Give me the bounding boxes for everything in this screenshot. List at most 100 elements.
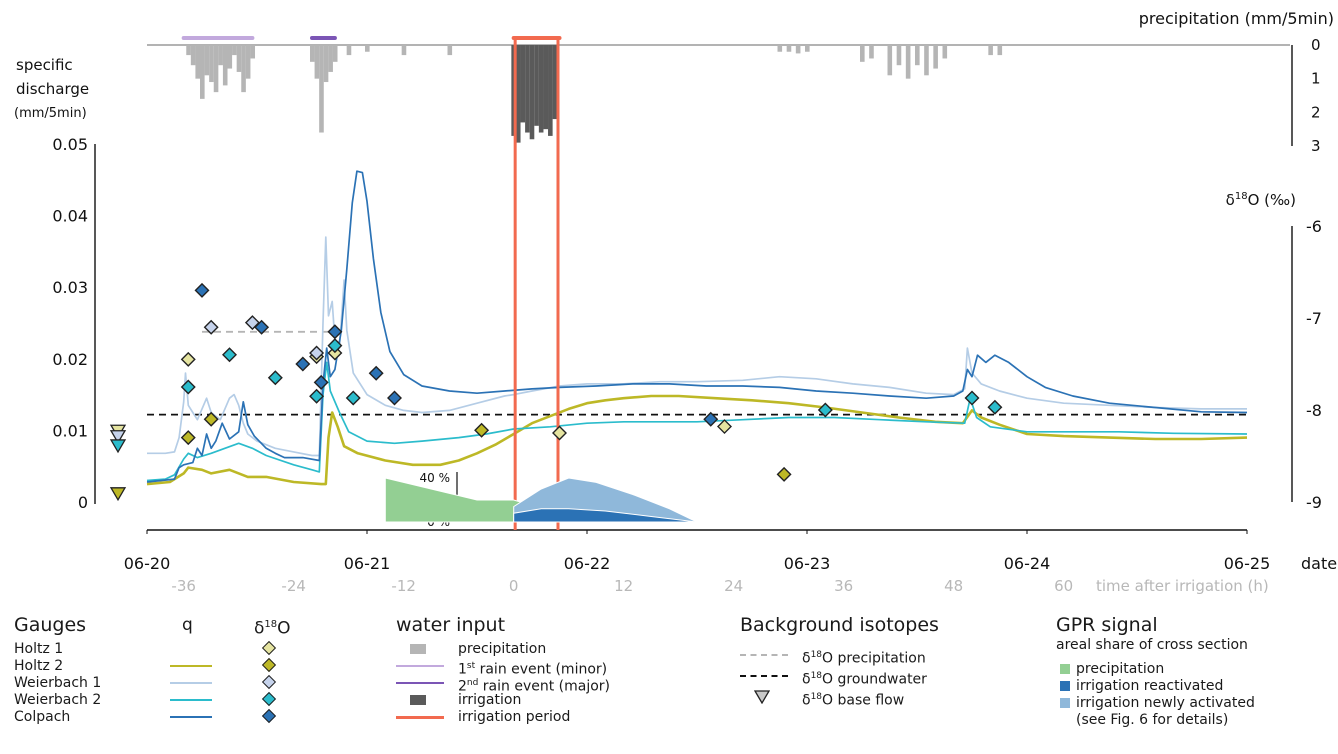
legend-irrigation-label: irrigation [458,692,522,708]
legend-gpr-label: precipitation [1076,661,1165,677]
hour-tick-label: 12 [614,577,633,595]
hour-tick-label: 24 [724,577,743,595]
precipitation-bar [186,45,191,56]
isotope-tick-label: -7 [1306,309,1322,328]
isotope-diamond-marker [203,319,219,335]
legend-base-flow-item: δ18O base flow [740,688,1000,709]
legend-gauge-label: Colpach [14,709,71,725]
legend-diamond-swatch [261,657,277,673]
legend-rain1-label: 1st rain event (minor) [458,661,608,678]
isotope-axis-label: δ18O (‰) [1226,191,1296,209]
precipitation-bar [988,45,993,56]
rain2-swatch [396,682,444,684]
precipitation-bar [319,45,324,133]
precip-tick-label: 1 [1311,70,1321,88]
precipitation-bar [232,45,237,56]
legend-diamond-swatch [261,708,277,724]
discharge-tick-label: 0.04 [52,207,88,226]
precip-tick-label: 2 [1311,103,1321,121]
precip-tick-label: 0 [1311,36,1321,54]
legend-rain1-item: 1st rain event (minor) [396,657,696,678]
legend-iso-precip-item: δ18O precipitation [740,646,1000,667]
legend-q-line-swatch [170,716,212,718]
legend-water-input-title: water input [396,614,506,636]
legend-gpr-swatch [1060,681,1070,691]
legend-gpr-item: irrigation reactivated [1056,677,1336,694]
legend-iso-header: δ18O [254,618,291,639]
precipitation-bar [218,45,223,66]
date-tick-label: 06-25 [1224,554,1271,573]
legend-q-header: q [182,615,193,635]
legend-gauge-item: Weierbach 1 [14,674,344,691]
precipitation-bar [200,45,205,99]
isotope-diamond-marker [964,390,980,406]
legend-gauge-label: Weierbach 1 [14,675,102,691]
isotope-tick-label: -8 [1306,401,1322,420]
irrigation-bar [529,45,535,140]
hour-tick-label: 36 [834,577,853,595]
precipitation-bar [860,45,865,62]
legend-q-line-swatch [170,665,212,667]
legend-q-line-swatch [170,682,212,684]
precipitation-bar [195,45,201,79]
isotope-diamond-marker [987,399,1003,415]
legend-iso-gw-label: δ18O groundwater [802,671,927,688]
irrigation-bar [525,45,530,133]
precipitation-bar [887,45,893,76]
iso-gw-swatch [740,675,788,677]
legend-iso-gw-item: δ18O groundwater [740,667,1000,688]
precipitation-bar [310,45,315,62]
legend-background-isotopes: Background isotopes δ18O precipitation δ… [740,616,1000,709]
precipitation-bar [241,45,246,93]
legend-gpr-subtitle: areal share of cross section [1056,637,1248,653]
hour-tick-label: 60 [1054,577,1073,595]
discharge-series-line [146,170,1248,483]
precipitation-swatch [410,644,426,654]
isotope-tick-label: -6 [1306,217,1322,236]
discharge-axis-label-1: specific [16,56,73,74]
discharge-axis-label-3: (mm/5min) [14,106,87,121]
isotope-diamond-marker [180,379,196,395]
legend-precipitation-item: precipitation [396,640,696,657]
irrigation-bar [511,45,516,136]
precipitation-bar [896,45,902,66]
legend-irrigation-period-item: irrigation period [396,708,696,725]
precipitation-bar [795,45,801,54]
precipitation-bar [869,45,874,59]
isotope-diamond-marker [327,338,343,354]
isotope-diamond-marker [368,365,384,381]
hours-axis-label: time after irrigation (h) [1096,577,1269,595]
isotope-diamond-marker [387,390,402,406]
isotope-diamond-marker [703,411,719,427]
legend-diamond-swatch [261,674,277,690]
precipitation-bar [942,45,948,59]
rain1-swatch [396,665,444,667]
legend-diamond-swatch [261,691,277,707]
precipitation-bar [365,45,370,52]
precipitation-bar [190,45,196,66]
legend-rain2-label: 2nd rain event (major) [458,678,611,695]
precipitation-bar [997,45,1003,56]
precipitation-bar [204,45,210,76]
precipitation-bar [227,45,233,69]
legend-gpr-label: irrigation reactivated [1076,678,1224,694]
hour-tick-label: -36 [171,577,196,595]
precipitation-bar [222,45,228,86]
isotope-diamond-marker [717,419,732,435]
discharge-isotope-chart: precipitation (mm/5min) specific dischar… [14,9,1337,595]
legend-gauge-item: Holtz 2 [14,657,344,674]
isotope-diamond-marker [309,345,325,361]
date-axis-label: date [1301,554,1337,573]
irrigation-bar [548,45,553,136]
precipitation-bar [401,45,407,56]
isotope-diamond-marker [474,422,490,438]
isotope-diamond-marker [313,374,329,390]
legend-gpr: GPR signal areal share of cross section … [1056,616,1336,729]
base-flow-triangle-marker [109,430,127,445]
isotope-diamond-marker [180,351,196,367]
iso-precip-swatch [740,654,788,656]
isotope-diamond-marker [552,425,567,441]
legend-irrigation-item: irrigation [396,691,696,708]
precipitation-bar [777,45,783,52]
